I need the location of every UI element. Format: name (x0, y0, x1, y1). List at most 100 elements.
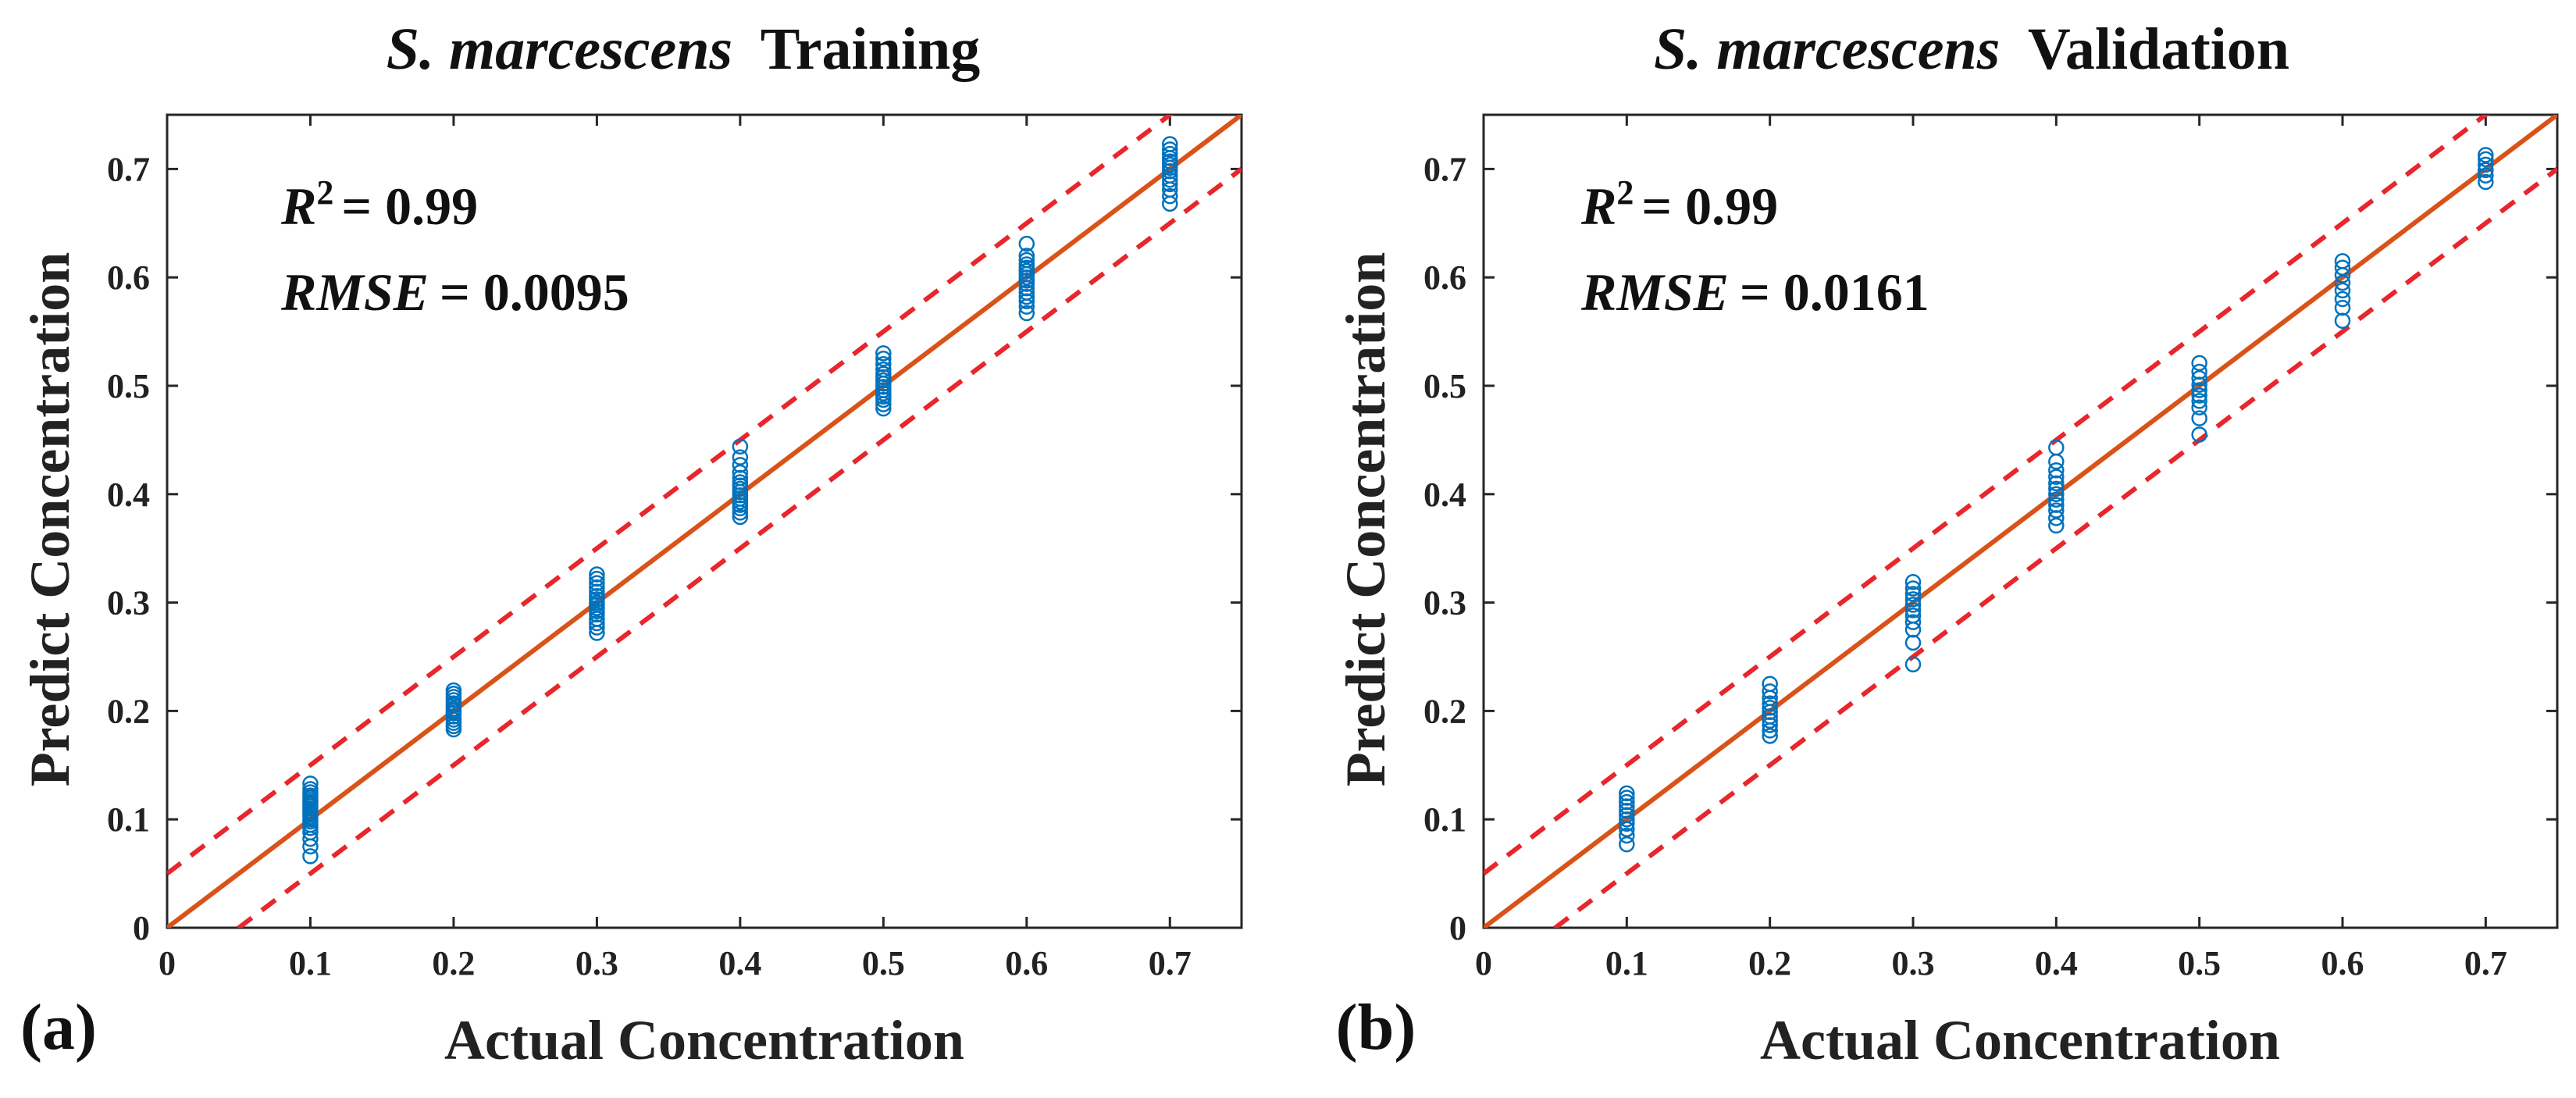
panel-b-data-point (1904, 586, 1922, 602)
panel-a-data-point (732, 474, 749, 490)
panel-b-data-point (2334, 282, 2351, 299)
panel-a-title-rest: Training (761, 16, 981, 82)
panel-a-rmse-value: = 0.0095 (440, 262, 629, 322)
panel-a-data-point (1018, 305, 1035, 322)
panel-b-data-point (2478, 173, 2494, 191)
panel-b-reference-lines (1484, 115, 2557, 928)
panel-b-data-point (2191, 410, 2207, 426)
panel-a-data-point (302, 775, 319, 792)
panel-a-data-point (732, 438, 749, 455)
panel-b-y-tick-label: 0.3 (1423, 584, 1466, 622)
panel-b-data-point (1762, 717, 1778, 733)
panel-a-y-tick-label: 0 (133, 909, 150, 947)
panel-b-data-point (2048, 517, 2065, 534)
panel-b-data-point (2191, 376, 2207, 393)
panel-b-title: S. marcescens Validation (1654, 16, 2289, 82)
panel-b-title-species: S. marcescens (1654, 16, 2000, 82)
panel-b-r2-superscript: 2 (1616, 173, 1634, 212)
panel-a-axes-frame (166, 113, 1243, 929)
panel-b-data-point (2478, 167, 2494, 184)
panel-b-y-tick-label: 0.5 (1423, 367, 1466, 405)
panel-a-data-point (1018, 235, 1035, 252)
panel-a-x-tick-label: 0.4 (718, 944, 761, 982)
panel-a-upper-bound-line (167, 115, 1174, 875)
panel-b-data-point (2334, 259, 2351, 276)
panel-a-data-point (875, 355, 892, 373)
panel-b: S. marcescens Validation Predict Concent… (1334, 16, 2559, 1071)
panel-b-letter: (b) (1336, 991, 1416, 1064)
panel-b-title-rest: Validation (2028, 16, 2289, 82)
panel-a-data-point (589, 575, 605, 591)
panel-a-title-species: S. marcescens (387, 16, 732, 82)
panel-a-data-point (589, 570, 605, 587)
panel-a-data-point (732, 469, 749, 487)
panel-a-y-tick-label: 0.4 (107, 476, 150, 514)
panel-b-data-point (2048, 497, 2065, 513)
panel-b-data-point (1619, 827, 1635, 844)
panel-b-data-point (2478, 162, 2494, 179)
panel-a-data-point (732, 449, 749, 465)
panel-b-data-point (1762, 712, 1778, 729)
panel-b-y-tick-label: 0 (1449, 909, 1466, 947)
panel-b-data-point (1904, 573, 1922, 590)
panel-b-data-point (1762, 708, 1778, 725)
panel-a-data-point (302, 848, 319, 864)
panel-a-data-point (1018, 251, 1035, 269)
panel-b-data-point (1619, 811, 1635, 828)
panel-b-x-tick-label: 0.6 (2321, 944, 2364, 982)
panel-b-axes-frame (1482, 113, 2559, 929)
panel-b-r2-annotation: R2 = 0.99 (1580, 173, 1778, 236)
panel-b-data-point (2048, 480, 2065, 497)
panel-a-r2-symbol: R (280, 176, 316, 236)
panel-b-data-point (2334, 291, 2351, 308)
panel-b-data-point (1904, 608, 1922, 624)
panel-b-x-tick-label: 0.2 (1748, 944, 1791, 982)
panel-b-rmse-annotation: RMSE = 0.0161 (1580, 262, 1929, 322)
panel-a-y-tick-label: 0.5 (107, 367, 150, 405)
panel-b-data-point (2478, 147, 2494, 163)
panel-b-data-point (1762, 683, 1778, 700)
panel-b-data-point (1904, 656, 1922, 672)
panel-b-y-tick-label: 0.6 (1423, 258, 1466, 297)
panel-a-x-tick-label: 0.7 (1149, 944, 1192, 982)
panel-b-data-point (2048, 510, 2065, 526)
panel-a-data-point (732, 508, 749, 526)
panel-b-data-point (2334, 312, 2351, 329)
panel-a-data-point (875, 345, 892, 362)
panel-b-data-point (1904, 634, 1922, 651)
panel-a-x-tick-label: 0.5 (862, 944, 905, 982)
panel-b-data-point (2191, 363, 2207, 380)
panel-a-x-tick-label: 0 (159, 944, 176, 982)
panel-b-data-point (1619, 836, 1635, 853)
panel-b-y-axis-label: Predict Concentration (1334, 252, 1397, 787)
panel-a-reference-lines (167, 115, 1242, 928)
panel-a-y-tick-label: 0.7 (107, 150, 150, 188)
panel-b-data-point (1619, 802, 1635, 819)
panel-a-data-point (589, 588, 605, 604)
panel-b-data-point (1619, 793, 1635, 811)
panel-a-data-point (589, 579, 605, 596)
panel-b-rmse-symbol: RMSE (1580, 262, 1729, 322)
panel-a-data-point (1018, 284, 1035, 301)
panel-a-identity-line (167, 115, 1242, 928)
panel-a-data-point (1162, 141, 1178, 158)
panel-a-data-point (732, 464, 749, 481)
panel-b-x-tick-label: 0.1 (1605, 944, 1648, 982)
panel-b-data-point (2191, 399, 2207, 416)
panel-a-x-tick-label: 0.2 (432, 944, 475, 982)
panel-b-x-tick-label: 0.4 (2035, 944, 2078, 982)
panel-a-plot-area: 0 0.1 0.2 0.3 0.4 0.5 0.6 0.7 0 0.1 0.2 0.3 0.4 0.5 0.… (107, 113, 1243, 982)
panel-a-data-point (1018, 248, 1035, 264)
panel-a-y-axis-label: Predict Concentration (19, 252, 81, 787)
panel-a-scatter-series (302, 136, 1178, 864)
panel-a-data-point (1162, 172, 1178, 188)
panel-a-data-point (1162, 187, 1178, 205)
panel-a-x-axis-label: Actual Concentration (444, 1009, 964, 1071)
panel-a-r2-value: = 0.99 (341, 176, 478, 236)
panel-b-x-axis-label: Actual Concentration (1760, 1009, 2280, 1071)
panel-a-data-point (1162, 145, 1178, 162)
panel-b-data-point (2191, 370, 2207, 387)
panel-b-data-point (2048, 475, 2065, 492)
panel-a-data-point (445, 682, 462, 699)
